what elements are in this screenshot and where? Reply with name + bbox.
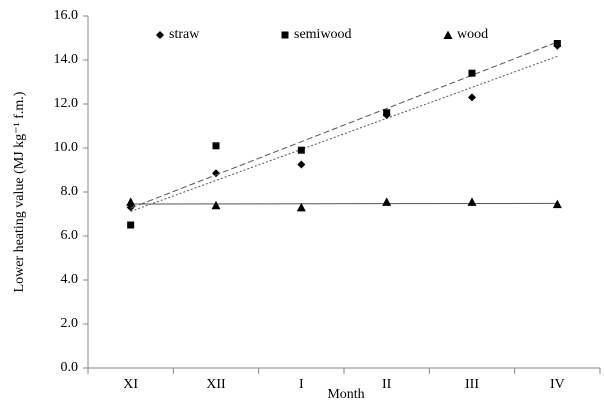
x-tick-label: XI — [123, 377, 138, 392]
x-tick-label: XII — [206, 377, 226, 392]
marker-triangle — [382, 197, 392, 206]
trend-line — [130, 202, 558, 205]
y-axis-label: Lower heating value (MJ kg⁻¹ f.m.) — [12, 91, 27, 292]
legend-label: straw — [169, 27, 200, 42]
marker-diamond — [297, 160, 306, 169]
y-tick-label: 0.0 — [61, 360, 79, 375]
marker-square — [553, 40, 561, 47]
marker-square — [468, 69, 476, 77]
legend-label: wood — [457, 27, 488, 42]
marker-triangle — [552, 199, 562, 209]
marker-diamond — [468, 93, 476, 102]
y-tick-label: 6.0 — [61, 228, 79, 243]
x-axis-label: Month — [327, 387, 364, 402]
marker-diamond — [212, 169, 220, 178]
trend-line — [130, 55, 558, 212]
y-tick-label: 10.0 — [54, 140, 79, 155]
marker-triangle — [467, 197, 477, 206]
marker-triangle — [296, 202, 306, 212]
marker-square — [297, 146, 305, 154]
legend-label: semiwood — [294, 27, 352, 42]
x-tick-label: IV — [550, 377, 565, 392]
marker-square — [127, 221, 135, 229]
y-tick-label: 8.0 — [61, 184, 79, 199]
y-tick-label: 16.0 — [54, 8, 79, 23]
marker-triangle — [126, 197, 136, 206]
legend-marker — [156, 31, 164, 39]
x-tick-label: II — [382, 377, 392, 392]
marker-square — [383, 109, 391, 117]
y-tick-label: 2.0 — [61, 316, 79, 331]
y-tick-label: 14.0 — [54, 52, 79, 67]
y-tick-label: 4.0 — [61, 272, 79, 287]
trend-line — [130, 41, 558, 209]
marker-triangle — [211, 200, 221, 210]
x-tick-label: III — [465, 377, 479, 392]
legend-marker — [443, 30, 453, 39]
y-tick-label: 12.0 — [54, 96, 79, 111]
legend-marker — [281, 31, 289, 39]
x-tick-label: I — [299, 377, 304, 392]
marker-square — [212, 142, 220, 150]
